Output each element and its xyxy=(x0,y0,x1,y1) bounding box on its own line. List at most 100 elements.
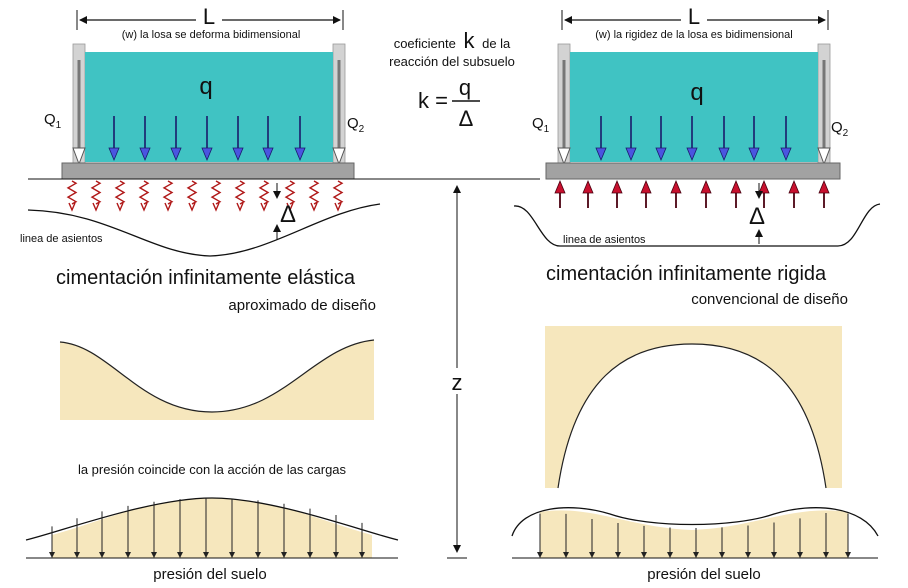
left-soil-springs xyxy=(66,180,344,212)
left-point-load-q1 xyxy=(72,60,86,166)
left-load-label: q xyxy=(199,73,212,100)
pressure-arrow xyxy=(99,511,105,558)
right-soil-reactions xyxy=(554,179,830,208)
left-water-body xyxy=(85,52,333,162)
left-title: cimentación infinitamente elástica xyxy=(56,267,356,289)
load-arrow xyxy=(718,116,730,162)
soil-spring xyxy=(258,180,270,212)
pressure-arrow xyxy=(589,519,595,558)
left-pressure-note: la presión coincide con la acción de las… xyxy=(78,462,347,477)
left-soil-pressure-label: presión del suelo xyxy=(153,566,266,583)
left-subtitle: aproximado de diseño xyxy=(228,297,376,314)
right-q1-label: Q1 xyxy=(532,115,550,135)
reaction-arrow xyxy=(788,179,800,208)
left-point-load-q2 xyxy=(332,60,346,166)
pressure-arrow xyxy=(177,499,183,558)
soil-spring xyxy=(284,180,296,212)
reaction-arrow xyxy=(582,179,594,208)
left-q2-label: Q2 xyxy=(347,115,365,135)
pressure-arrow xyxy=(229,498,235,558)
load-arrow xyxy=(780,116,792,162)
center-formula-line1: coeficiente k de la xyxy=(394,28,511,53)
right-pressure-diagram xyxy=(545,326,842,488)
pressure-arrow xyxy=(797,518,803,558)
pressure-arrow xyxy=(125,505,131,558)
pressure-arrow xyxy=(203,498,209,558)
center-depth-label: z xyxy=(452,370,463,395)
pressure-arrow xyxy=(151,501,157,558)
right-point-load-q1 xyxy=(557,60,571,166)
center-panel: coeficiente k de la reacción del subsuel… xyxy=(370,28,540,559)
left-pressure-profile xyxy=(59,339,375,413)
reaction-arrow xyxy=(758,179,770,208)
pressure-arrow xyxy=(281,503,287,558)
pressure-arrow xyxy=(49,526,55,558)
left-settlement-label: linea de asientos xyxy=(20,233,103,245)
reaction-arrow xyxy=(611,179,623,208)
right-stiffness-note: (w) la rigidez de la losa es bidimension… xyxy=(595,29,792,41)
right-panel: L (w) la rigidez de la losa es bidimensi… xyxy=(511,4,881,583)
right-soil-pressure-area xyxy=(540,510,848,558)
pressure-arrow xyxy=(693,527,699,558)
right-settlement-curve xyxy=(513,203,881,247)
load-arrow xyxy=(139,116,151,162)
pressure-arrow xyxy=(745,525,751,558)
center-formula-denominator: Δ xyxy=(459,106,474,131)
pressure-arrow xyxy=(563,513,569,558)
left-deform-note: (w) la losa se deforma bidimensional xyxy=(122,29,301,41)
center-formula-numerator: q xyxy=(459,75,471,100)
load-arrow xyxy=(232,116,244,162)
right-span-dimension: L xyxy=(561,4,829,30)
center-depth-dimension xyxy=(447,178,467,559)
load-arrow xyxy=(625,116,637,162)
right-soil-pressure-arrows xyxy=(537,513,851,558)
left-slab xyxy=(61,162,355,180)
soil-spring xyxy=(66,180,78,212)
right-span-label: L xyxy=(688,4,700,29)
pressure-arrow xyxy=(823,513,829,558)
load-arrow xyxy=(686,116,698,162)
load-arrow xyxy=(262,116,274,162)
pressure-arrow xyxy=(537,513,543,558)
left-panel: L (w) la losa se deforma bidimensional q… xyxy=(20,4,399,583)
pressure-arrow xyxy=(255,500,261,558)
pressure-arrow xyxy=(333,515,339,558)
reaction-arrow xyxy=(700,179,712,208)
left-pressure-diagram xyxy=(60,340,374,420)
reaction-arrow xyxy=(554,179,566,208)
center-formula-line2: reacción del subsuelo xyxy=(389,54,515,69)
soil-spring xyxy=(114,180,126,212)
pressure-arrow xyxy=(74,518,80,558)
soil-spring xyxy=(210,180,222,212)
reaction-arrow xyxy=(818,179,830,208)
right-distributed-load xyxy=(595,116,792,162)
load-arrow xyxy=(748,116,760,162)
left-delta-label: Δ xyxy=(280,201,296,228)
load-arrow xyxy=(655,116,667,162)
right-water-body xyxy=(570,52,818,162)
reaction-arrow xyxy=(640,179,652,208)
load-arrow xyxy=(595,116,607,162)
reaction-arrow xyxy=(730,179,742,208)
pressure-arrow xyxy=(771,522,777,558)
soil-spring xyxy=(234,180,246,212)
right-pressure-profile xyxy=(557,343,827,489)
load-arrow xyxy=(201,116,213,162)
load-arrow xyxy=(108,116,120,162)
pressure-arrow xyxy=(641,525,647,558)
soil-spring xyxy=(332,180,344,212)
load-arrow xyxy=(294,116,306,162)
left-span-dimension: L xyxy=(76,4,344,30)
right-load-label: q xyxy=(690,79,703,106)
reaction-arrow xyxy=(670,179,682,208)
right-q2-label: Q2 xyxy=(831,119,849,139)
left-span-label: L xyxy=(203,4,215,29)
soil-spring xyxy=(162,180,174,212)
right-soil-pressure-label: presión del suelo xyxy=(647,566,760,583)
load-arrow xyxy=(170,116,182,162)
right-point-load-q2 xyxy=(817,60,831,166)
right-delta-label: Δ xyxy=(749,203,765,230)
soil-spring xyxy=(308,180,320,212)
center-formula-lhs: k = xyxy=(418,88,448,113)
soil-spring xyxy=(138,180,150,212)
